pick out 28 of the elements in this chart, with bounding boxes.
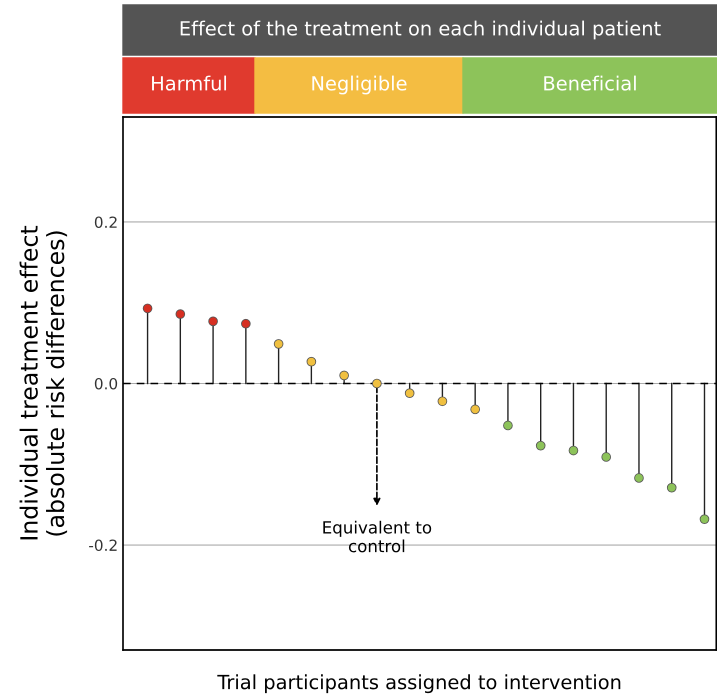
text: Beneficial bbox=[544, 76, 636, 91]
point bbox=[601, 452, 612, 462]
point bbox=[208, 316, 218, 326]
point bbox=[274, 339, 284, 349]
point bbox=[666, 482, 677, 492]
point bbox=[306, 356, 316, 367]
point bbox=[339, 370, 349, 380]
y-tick-label: 0.0 bbox=[94, 378, 118, 390]
point bbox=[438, 396, 448, 406]
annotation: Equivalent to control bbox=[323, 520, 432, 552]
point bbox=[142, 304, 152, 314]
point bbox=[241, 318, 251, 329]
y-tick-label: -0.2 bbox=[89, 539, 117, 552]
point bbox=[700, 514, 710, 524]
point bbox=[372, 378, 382, 388]
point bbox=[536, 440, 546, 450]
point bbox=[634, 473, 644, 483]
text: Harmful bbox=[152, 76, 226, 91]
chart-title: Effect of the treatment on each individual patient bbox=[180, 20, 661, 40]
point bbox=[503, 420, 513, 430]
point bbox=[568, 446, 578, 456]
x-axis-title: Trial participants assigned to intervention bbox=[217, 674, 620, 694]
text: Negligible bbox=[312, 76, 407, 94]
y-axis-title: Individual treatment effect (absolute risk differences) bbox=[20, 226, 68, 540]
point bbox=[176, 309, 186, 319]
point bbox=[470, 404, 480, 414]
point bbox=[404, 388, 414, 398]
y-tick-label: 0.2 bbox=[94, 216, 117, 228]
